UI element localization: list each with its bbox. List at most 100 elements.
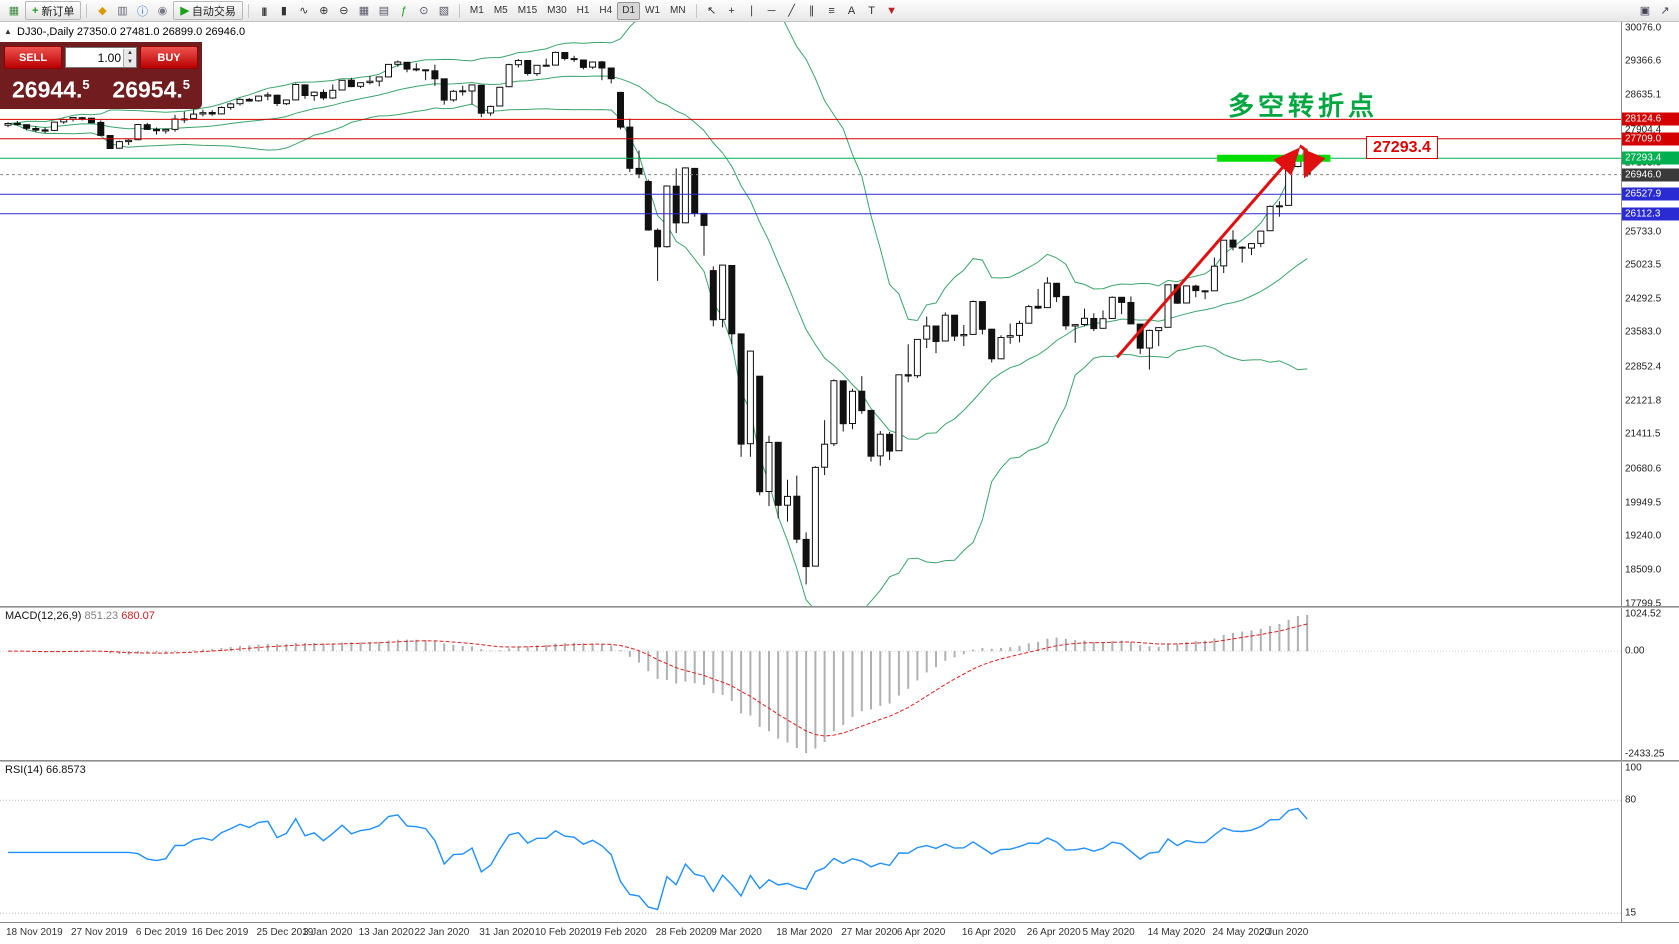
timeframe-d1[interactable]: D1: [617, 1, 641, 20]
volume-increase-button[interactable]: ▲: [124, 48, 136, 58]
buy-price: 26954.5: [112, 76, 190, 103]
price-callout[interactable]: 27293.4: [1366, 136, 1438, 159]
macd-canvas[interactable]: [0, 608, 1621, 760]
main-chart-canvas[interactable]: [0, 22, 1621, 606]
date-axis-label: 25 Dec 2019: [256, 927, 314, 938]
timeframe-m5[interactable]: M5: [493, 4, 508, 16]
autotrading-label: 自动交易: [191, 5, 236, 18]
pointer-mode-icon[interactable]: ↗: [1660, 5, 1670, 17]
date-axis-label: 26 Apr 2020: [1026, 927, 1081, 938]
zoom-out-icon[interactable]: ⊖: [339, 5, 349, 17]
price-axis-label: 24292.5: [1625, 293, 1662, 305]
profiles-icon[interactable]: ▥: [117, 5, 128, 17]
timeframe-h1[interactable]: H1: [576, 4, 590, 16]
price-axis-label: 23583.0: [1625, 326, 1662, 338]
timeframe-m15[interactable]: M15: [517, 4, 538, 16]
price-axis-label: 18509.0: [1625, 564, 1662, 576]
rsi-pane: RSI(14) 66.8573 100 80 15: [0, 762, 1679, 922]
new-order-label: 新订单: [41, 5, 75, 18]
tile-windows-icon[interactable]: ▦: [358, 5, 370, 17]
date-axis-label: 10 Feb 2020: [534, 927, 592, 938]
volume-field: ▲ ▼: [65, 47, 137, 68]
favorites-icon[interactable]: ◆: [98, 5, 107, 17]
annotation-text[interactable]: 多空转折点: [1228, 91, 1379, 121]
chart-panes: ▲ DJ30-,Daily 27350.0 27481.0 26899.0 26…: [0, 22, 1679, 944]
rsi-header: RSI(14) 66.8573: [5, 764, 86, 776]
vertical-line-icon[interactable]: ∣: [748, 5, 755, 17]
price-axis-label: 30076.0: [1625, 22, 1662, 34]
price-level-tag: 28124.6: [1622, 112, 1679, 126]
toolbar-separator: [458, 3, 460, 18]
toolbar-separator: [86, 3, 88, 18]
timeframe-mn[interactable]: MN: [670, 4, 686, 16]
time-axis[interactable]: 18 Nov 2019 27 Nov 2019 6 Dec 2019 16 Dec 2…: [0, 922, 1679, 944]
price-axis-label: 22852.4: [1625, 361, 1662, 373]
alerts-icon[interactable]: ◉: [157, 5, 168, 17]
zoom-in-icon[interactable]: ⊕: [319, 5, 329, 17]
channel-icon[interactable]: ∥: [808, 5, 815, 17]
collapse-arrow-icon[interactable]: ▲: [4, 27, 12, 36]
fibonacci-icon[interactable]: ≡: [828, 4, 835, 17]
new-chart-icon[interactable]: ▦: [8, 5, 20, 17]
volume-input[interactable]: [66, 50, 123, 65]
timeframe-m30[interactable]: M30: [547, 4, 567, 16]
new-window-icon[interactable]: ▣: [1639, 5, 1651, 17]
date-axis-label: 24 May 2020: [1212, 927, 1271, 938]
main-chart-pane: ▲ DJ30-,Daily 27350.0 27481.0 26899.0 26…: [0, 22, 1679, 606]
price-level-tag: 26946.0: [1622, 168, 1679, 182]
price-axis[interactable]: 30076.029366.628635.127904.427195.025733…: [1621, 22, 1679, 606]
trendline-icon[interactable]: ╱: [788, 5, 795, 17]
price-level-tag: 26112.3: [1622, 207, 1679, 221]
date-axis-label: 27 Nov 2019: [70, 927, 128, 938]
price-level-tag: 27293.4: [1622, 151, 1679, 165]
toolbar: ▦ + 新订单 ◆ ▥ ⓘ ◉ ▶ 自动交易 ||| ▮ ∿ ⊕ ⊖ ▦ ▤ ƒ ⊙ ▧ M1 M5 M15…: [0, 0, 1679, 22]
volume-decrease-button[interactable]: ▼: [124, 57, 136, 67]
price-axis-label: 22121.8: [1625, 395, 1662, 407]
cursor-icon[interactable]: ↖: [706, 5, 717, 17]
toolbar-group-views: ◆ ▥ ⓘ ◉: [92, 1, 172, 20]
chart-title: DJ30-,Daily 27350.0 27481.0 26899.0 2694…: [17, 26, 246, 38]
volume-spinner: ▲ ▼: [123, 48, 136, 67]
date-axis-label: 16 Dec 2019: [191, 927, 249, 938]
price-axis-label: 25023.5: [1625, 259, 1662, 271]
templates-icon[interactable]: ▧: [438, 5, 450, 17]
rsi-canvas[interactable]: [0, 762, 1621, 922]
price-axis-label: 20680.6: [1625, 463, 1662, 475]
toolbar-separator: [247, 3, 249, 18]
crosshair-icon[interactable]: +: [728, 4, 735, 17]
rsi-axis-label: 100: [1625, 762, 1642, 774]
horizontal-line-icon[interactable]: ─: [767, 4, 776, 17]
macd-axis[interactable]: 1024.52 0.00 -2433.25: [1621, 608, 1679, 760]
auto-arrange-icon[interactable]: ▤: [378, 5, 390, 17]
indicators-icon[interactable]: ƒ: [400, 4, 407, 17]
line-chart-icon[interactable]: ∿: [299, 5, 309, 17]
date-axis-label: 22 Jan 2020: [414, 927, 470, 938]
new-order-button[interactable]: + 新订单: [25, 1, 82, 20]
rsi-axis[interactable]: 100 80 15: [1621, 762, 1679, 922]
autotrading-button[interactable]: ▶ 自动交易: [173, 1, 243, 20]
date-axis-label: 16 Apr 2020: [961, 927, 1016, 938]
label-icon[interactable]: T: [868, 4, 875, 17]
bar-chart-icon[interactable]: |||: [261, 5, 268, 16]
periods-icon[interactable]: ⊙: [419, 5, 429, 17]
toolbar-group-right: ▣ ↗: [1635, 1, 1675, 20]
arrows-icon[interactable]: ▼: [886, 4, 898, 17]
buy-button[interactable]: BUY: [140, 46, 198, 69]
pane-separator[interactable]: [0, 606, 1679, 608]
pane-separator[interactable]: [0, 760, 1679, 762]
one-click-trading-panel: SELL ▲ ▼ BUY 26944.5 26954.5: [0, 42, 202, 109]
date-axis-label: 9 Mar 2020: [711, 927, 762, 938]
text-icon[interactable]: A: [847, 4, 856, 17]
sell-button[interactable]: SELL: [4, 46, 62, 69]
data-window-icon[interactable]: ⓘ: [136, 5, 148, 18]
candlestick-icon[interactable]: ▮: [280, 5, 287, 17]
timeframe-w1[interactable]: W1: [645, 4, 661, 16]
macd-axis-label: 0.00: [1625, 645, 1645, 657]
date-axis-label: 27 Mar 2020: [841, 927, 898, 938]
macd-header: MACD(12,26,9) 851.23 680.07: [5, 610, 155, 622]
timeframe-h4[interactable]: H4: [599, 4, 613, 16]
timeframe-m1[interactable]: M1: [469, 4, 484, 16]
date-axis-label: 6 Dec 2019: [135, 927, 188, 938]
date-axis-label: 18 Nov 2019: [6, 927, 63, 938]
